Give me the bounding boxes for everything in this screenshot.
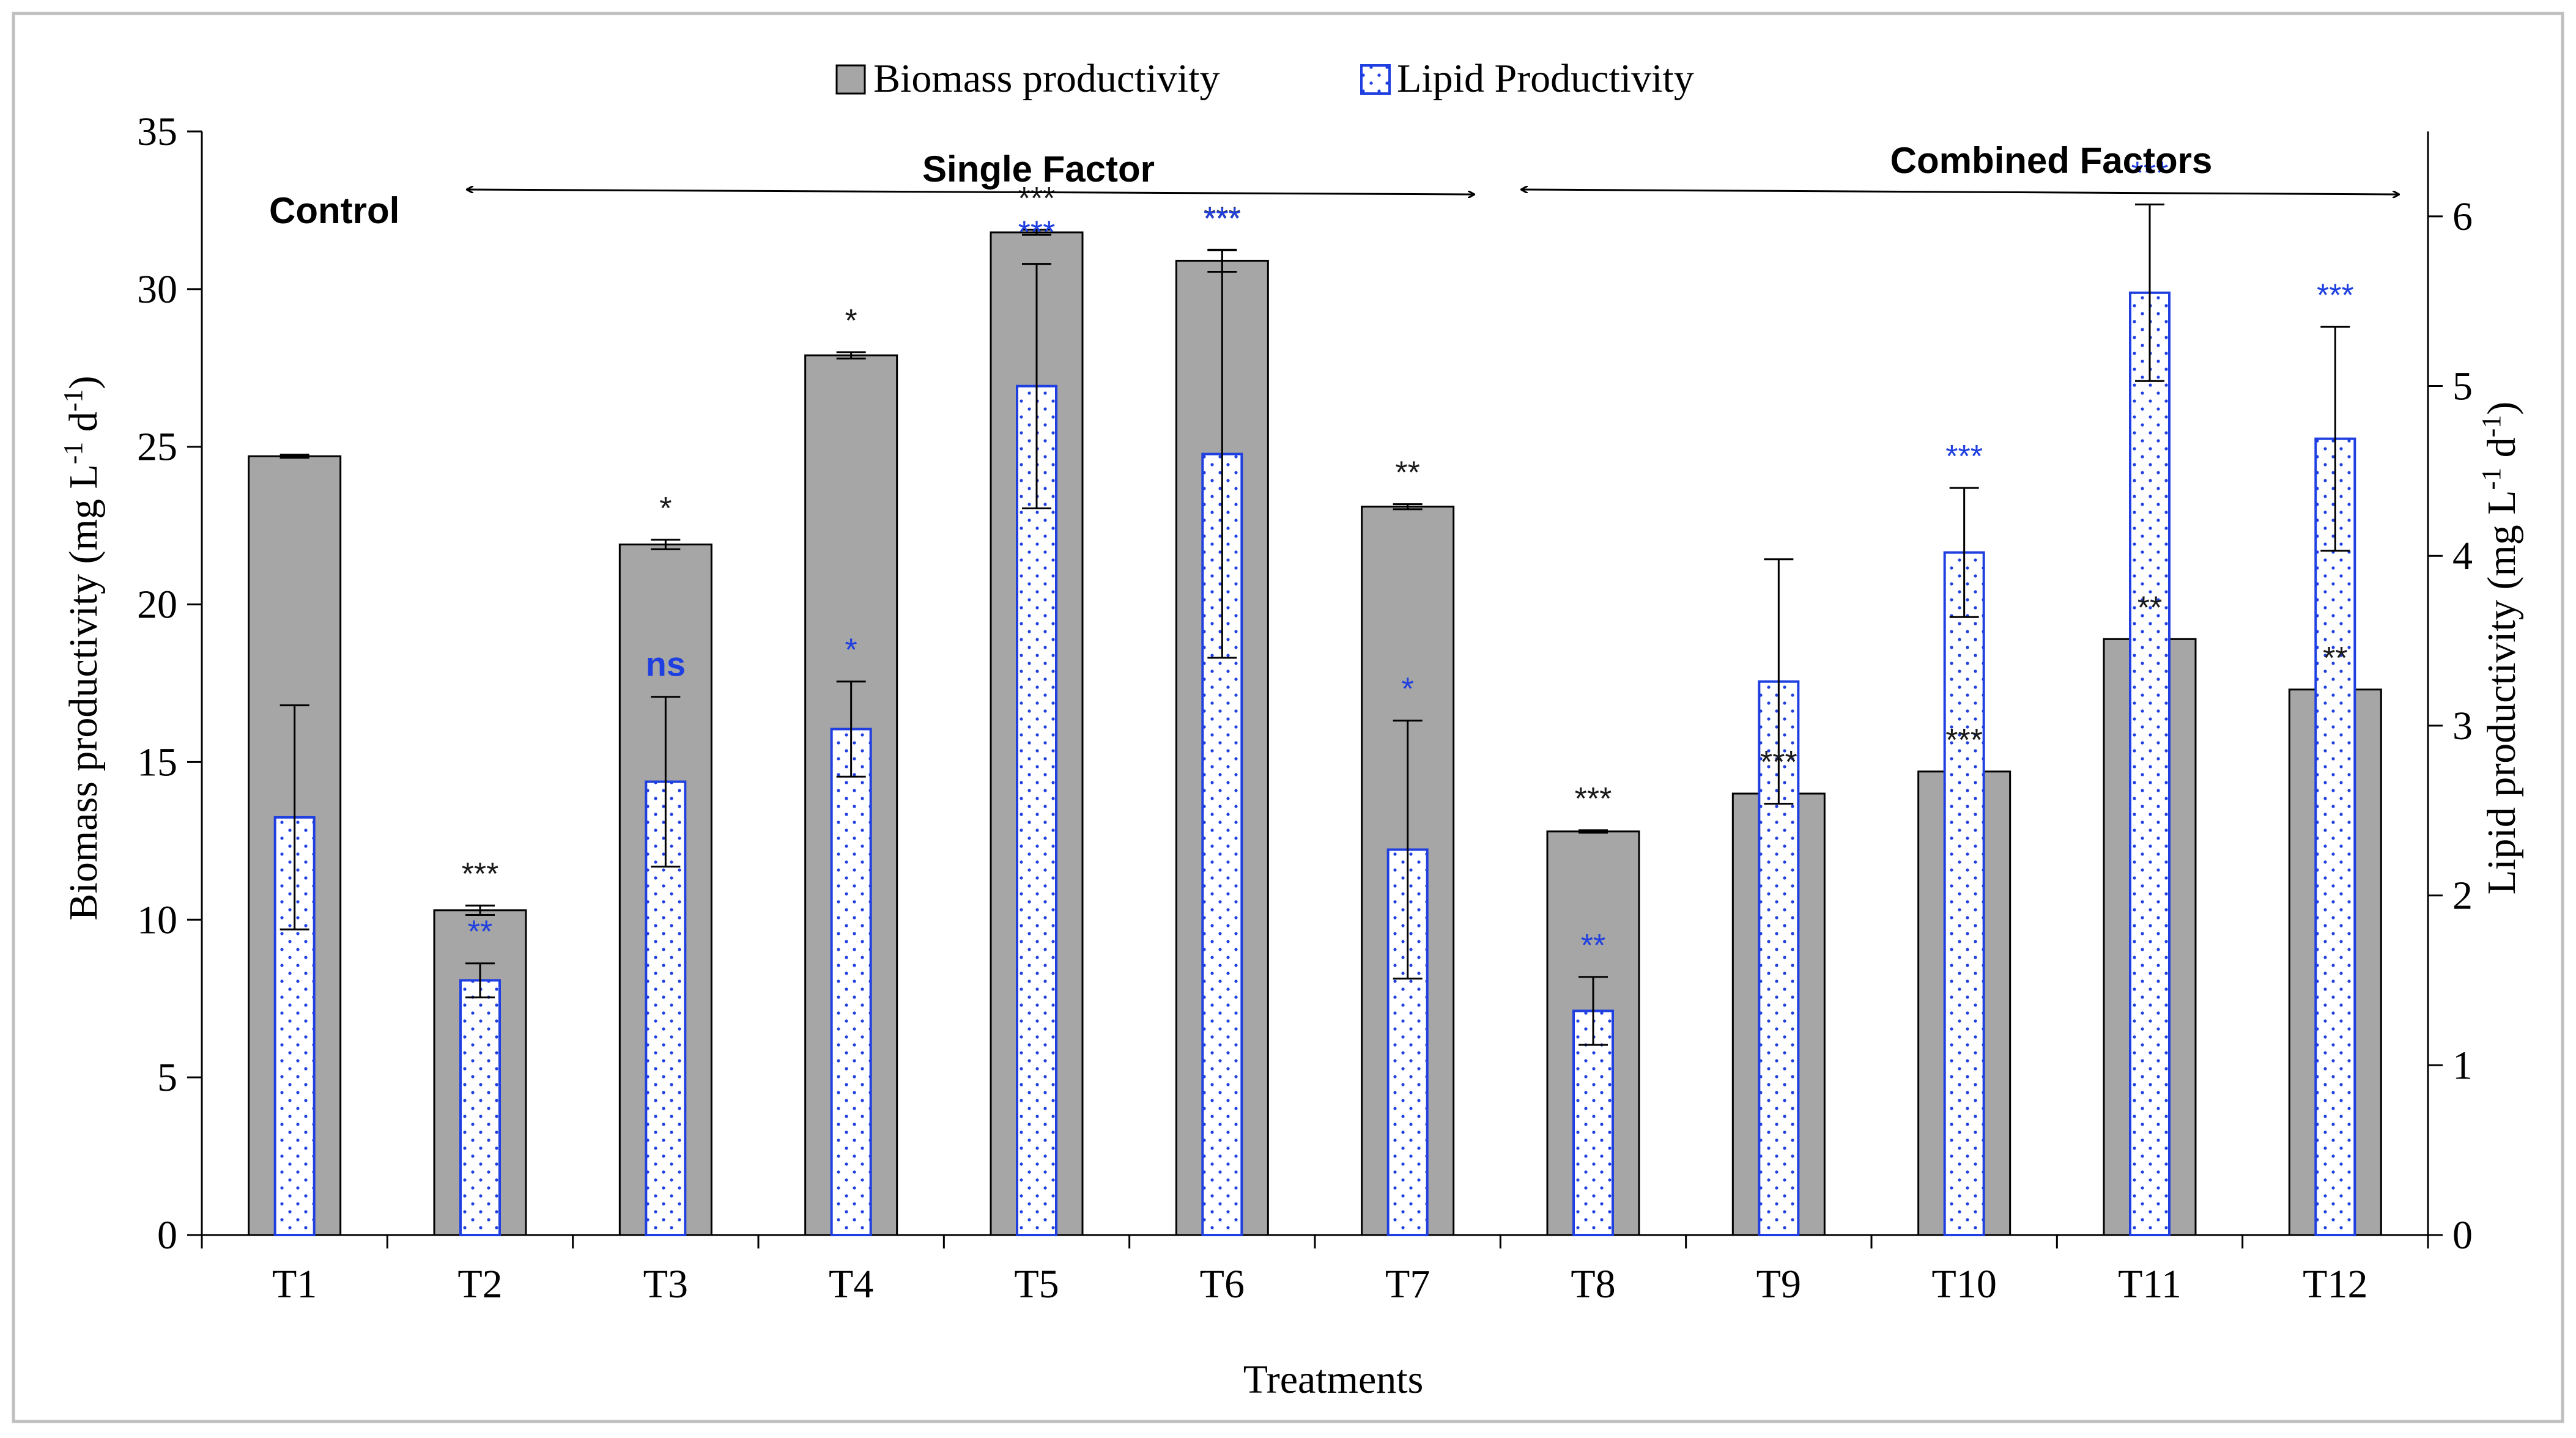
combined-factors-arrow [1522, 190, 2399, 194]
lipid-significance-label: *** [1018, 215, 1056, 251]
right-tick-label: 4 [2452, 534, 2473, 578]
left-tick-label: 15 [137, 740, 177, 784]
x-axis: T1 T2 T3 T4 T5 T6 T7 T8 T9 T10 T11 T12 [201, 1234, 2429, 1307]
x-category-label: T6 [1200, 1262, 1245, 1307]
biomass-significance-label: *** [462, 857, 499, 892]
lipid-significance-label: ** [1581, 928, 1605, 964]
biomass-significance-label: *** [1575, 781, 1612, 817]
x-axis-title: Treatments [1243, 1357, 1424, 1402]
right-tick-label: 1 [2452, 1043, 2473, 1088]
left-tick-label: 20 [137, 583, 177, 627]
lipid-bar [2314, 437, 2356, 1236]
lipid-bars [273, 203, 2356, 1237]
single-factor-arrow [467, 190, 1474, 194]
lipid-bar [2129, 291, 2171, 1236]
right-tick-label: 5 [2452, 364, 2473, 409]
lipid-significance-label: ns [646, 645, 686, 684]
biomass-bars [248, 229, 2382, 1236]
lipid-significance-label: *** [1204, 201, 1241, 237]
x-category-label: T2 [457, 1262, 502, 1307]
x-category-label: T10 [1932, 1262, 1997, 1307]
legend-label-lipid: Lipid Productivity [1397, 56, 1694, 101]
left-axis-title: Biomass productivity (mg L-1 d-1) [58, 376, 106, 921]
lipid-bar [1943, 551, 1985, 1237]
legend: Biomass productivity Lipid Productivity [835, 56, 1694, 101]
x-category-label: T7 [1385, 1262, 1430, 1307]
biomass-significance-label: *** [1945, 723, 1983, 758]
x-category-label: T1 [272, 1262, 317, 1307]
control-annotation: Control [269, 190, 399, 231]
x-category-label: T3 [643, 1262, 688, 1307]
lipid-bar [459, 979, 501, 1236]
x-category-label: T11 [2118, 1262, 2182, 1307]
lipid-significance-label: * [845, 633, 857, 668]
lipid-significance-label: *** [2317, 278, 2354, 313]
right-tick-label: 2 [2452, 874, 2473, 918]
legend-label-biomass: Biomass productivity [873, 56, 1220, 101]
right-tick-label: 0 [2452, 1213, 2473, 1258]
lipid-bar [830, 728, 872, 1236]
biomass-significance-label: * [659, 491, 672, 526]
lipid-bar [1016, 385, 1057, 1236]
legend-swatch-lipid [1360, 64, 1391, 95]
lipid-significance-label: *** [1945, 439, 1983, 474]
left-tick-label: 30 [137, 267, 177, 312]
lipid-significance-label: *** [2131, 155, 2169, 191]
right-axis-title: Lipid productivity (mg L-1 d-1) [2476, 402, 2524, 895]
legend-swatch-biomass [835, 64, 866, 95]
left-tick-label: 25 [137, 425, 177, 470]
biomass-significance-label: ** [2323, 641, 2347, 676]
right-tick-label: 3 [2452, 704, 2473, 748]
lipid-significance-label: ** [468, 915, 492, 950]
combined-factors-annotation: Combined Factors [1890, 140, 2213, 181]
biomass-significance-label: *** [1760, 745, 1797, 780]
right-axis: 0 1 2 3 4 5 6 [2427, 131, 2473, 1258]
biomass-significance-label: ** [2137, 590, 2162, 625]
left-axis: 0 5 10 15 20 25 30 35 [137, 109, 203, 1258]
left-tick-label: 5 [157, 1055, 177, 1100]
biomass-significance-label: * [845, 303, 857, 339]
biomass-significance-label: ** [1395, 455, 1419, 491]
lipid-significance-label: * [1402, 672, 1414, 707]
left-tick-label: 0 [157, 1213, 177, 1258]
biomass-significance-label: *** [1204, 201, 1241, 236]
x-category-label: T8 [1571, 1262, 1615, 1307]
significance-labels: ******ns******** ************************… [462, 155, 2354, 964]
right-tick-label: 6 [2452, 194, 2473, 239]
x-category-label: T12 [2303, 1262, 2367, 1307]
single-factor-annotation: Single Factor [922, 149, 1155, 190]
x-category-label: T5 [1014, 1262, 1059, 1307]
left-tick-label: 35 [137, 109, 177, 154]
x-category-label: T9 [1756, 1262, 1801, 1307]
left-tick-label: 10 [137, 898, 177, 942]
x-category-label: T4 [829, 1262, 873, 1307]
figure-frame [12, 12, 2564, 1423]
